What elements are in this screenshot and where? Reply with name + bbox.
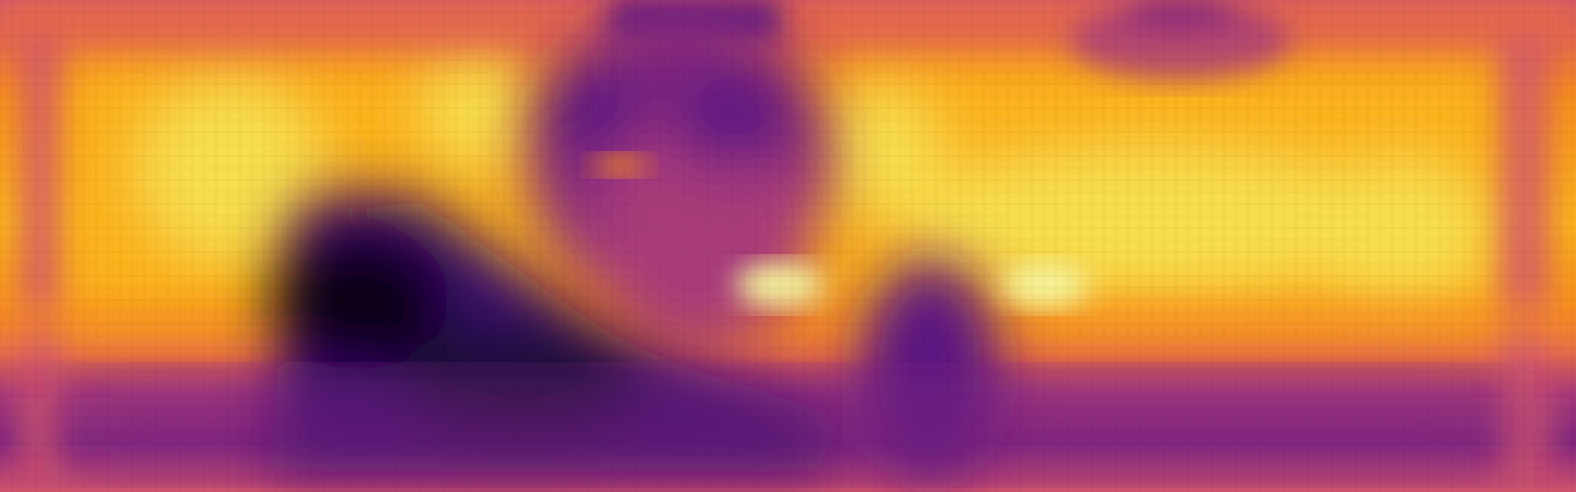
- heatmap-canvas: [0, 0, 1576, 492]
- depth-heatmap-image: [0, 0, 1576, 492]
- grid-texture: [0, 0, 1576, 492]
